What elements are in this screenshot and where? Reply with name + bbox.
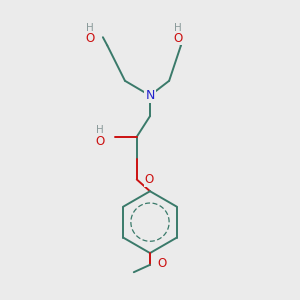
Text: O: O <box>95 135 105 148</box>
Text: H: H <box>96 125 104 135</box>
Text: O: O <box>85 32 94 45</box>
Text: O: O <box>144 173 153 186</box>
Text: N: N <box>145 89 155 102</box>
Text: H: H <box>86 23 94 33</box>
Text: H: H <box>174 23 182 33</box>
Text: O: O <box>158 257 166 270</box>
Text: O: O <box>173 32 183 45</box>
